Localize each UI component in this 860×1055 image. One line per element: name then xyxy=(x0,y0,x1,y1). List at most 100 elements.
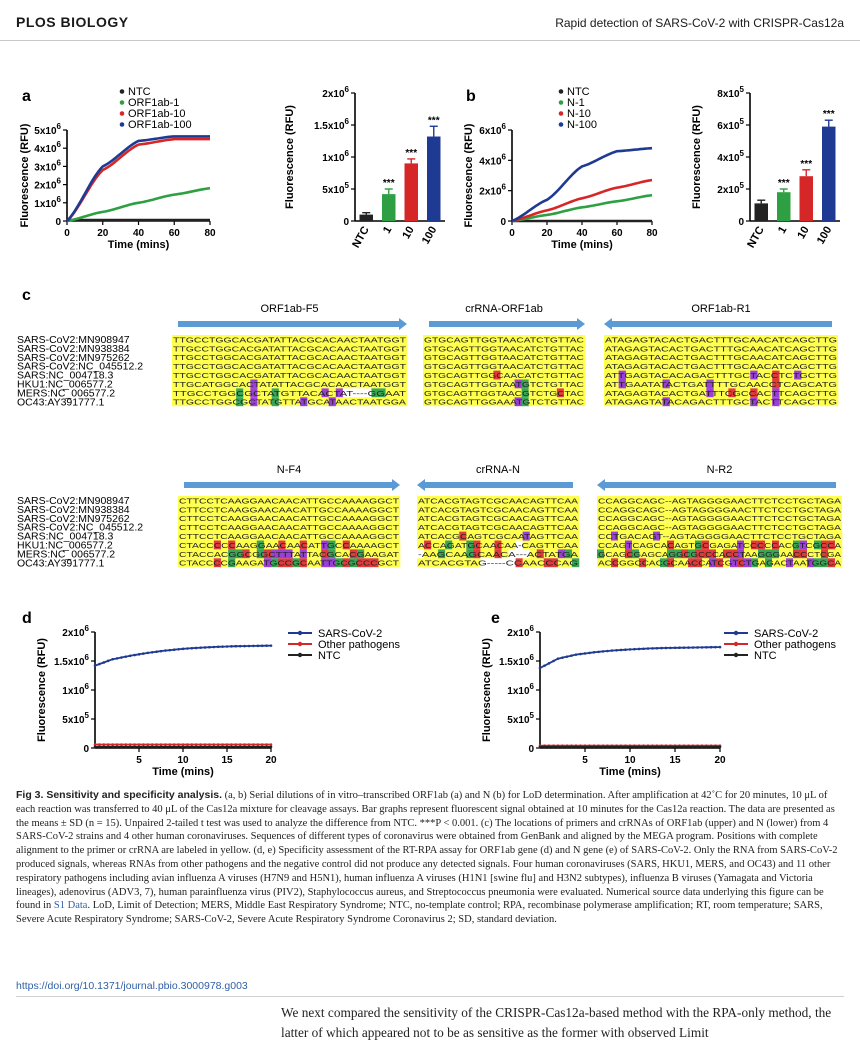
base-cell xyxy=(794,397,802,407)
y-tick-label: 1.5x106 xyxy=(499,653,535,668)
base-cell xyxy=(716,549,724,559)
chart-b-line: 0 2x106 4x106 6x106 0 20 40 60 80 Time (mins) Fluo… xyxy=(463,86,658,251)
base-cell xyxy=(385,540,394,550)
base-cell xyxy=(459,531,467,541)
base-cell xyxy=(735,379,744,389)
series-point xyxy=(106,745,110,749)
base-cell xyxy=(451,397,459,407)
series-point xyxy=(238,644,242,648)
base-cell xyxy=(342,558,351,568)
series-point xyxy=(230,645,233,648)
base-cell xyxy=(772,388,780,398)
base-cell xyxy=(250,388,258,398)
base-cell xyxy=(801,379,810,389)
base-cell xyxy=(242,540,250,550)
base-cell xyxy=(633,388,641,398)
series-point xyxy=(574,653,578,656)
base-cell xyxy=(342,397,351,407)
base-cell xyxy=(473,549,481,559)
base-cell xyxy=(371,540,379,550)
base-cell xyxy=(472,370,480,380)
base-cell xyxy=(807,531,815,541)
base-cell xyxy=(438,531,446,541)
significance-mark: *** xyxy=(428,115,440,126)
base-cell xyxy=(271,558,279,568)
series-point xyxy=(637,745,641,749)
series-point xyxy=(565,745,569,749)
base-cell xyxy=(431,558,439,568)
base-cell xyxy=(487,540,495,550)
base-cell xyxy=(501,540,509,550)
series-point xyxy=(705,745,708,749)
series-point xyxy=(556,657,560,660)
base-cell xyxy=(625,558,633,568)
sequence: ATAGAGTACACTGACTTTGCAACATCAGCTTG xyxy=(605,344,837,353)
sequence-highlight xyxy=(597,504,842,514)
base-cell xyxy=(306,549,315,559)
base-cell xyxy=(669,370,678,380)
base-cell xyxy=(821,549,829,559)
base-cell xyxy=(472,379,480,389)
base-cell xyxy=(271,549,279,559)
base-cell xyxy=(378,540,386,550)
base-cell xyxy=(674,558,682,568)
doi-link[interactable]: https://doi.org/10.1371/journal.pbio.300… xyxy=(16,980,248,992)
x-tick-label: NTC xyxy=(350,224,372,250)
base-cell xyxy=(640,397,649,407)
base-cell xyxy=(321,549,329,559)
primer-label: crRNA-ORF1ab xyxy=(465,303,543,315)
x-axis-label: Time (mins) xyxy=(152,766,214,778)
base-cell xyxy=(793,540,801,550)
strain-label: SARS-CoV2:MN975262 xyxy=(17,513,130,525)
base-cell xyxy=(521,388,529,398)
base-cell xyxy=(378,558,386,568)
base-cell xyxy=(772,558,780,568)
sequence: TTGCCTGGCACGATATTACGCACAACTAATGGT xyxy=(173,344,407,353)
base-cell xyxy=(328,540,336,550)
base-cell xyxy=(816,388,824,398)
base-cell xyxy=(328,388,337,398)
base-cell xyxy=(342,540,351,550)
y-tick-label: 5x106 xyxy=(34,122,61,137)
base-cell xyxy=(235,549,243,559)
series-point xyxy=(194,745,198,749)
base-cell xyxy=(677,397,685,407)
base-cell xyxy=(452,558,460,568)
base-cell xyxy=(823,379,831,389)
base-cell xyxy=(794,370,802,380)
series-point xyxy=(597,650,600,654)
base-cell xyxy=(721,388,729,398)
base-cell xyxy=(256,540,265,550)
s1-data-link[interactable]: S1 Data xyxy=(53,900,88,912)
base-cell xyxy=(192,549,200,559)
series-point xyxy=(543,664,546,667)
base-cell xyxy=(801,370,810,380)
series-point xyxy=(615,648,618,652)
base-cell xyxy=(186,388,194,398)
sequence: CTACCCCCAAGGAACAACATTGCCAAAAGCT xyxy=(179,541,400,550)
legend-marker-dot xyxy=(297,652,303,658)
chart-e-line: 0 5x105 1x106 1.5x106 2x106 5 10 15 20 Time (mins… xyxy=(481,624,836,778)
base-cell xyxy=(713,397,722,407)
base-cell xyxy=(730,558,738,568)
base-cell xyxy=(243,379,251,389)
x-tick-label: 5 xyxy=(582,755,588,766)
series-point xyxy=(610,649,614,652)
sequence-highlight xyxy=(423,335,585,344)
legend-entry: ORF1ab-1 xyxy=(128,97,179,109)
base-cell xyxy=(328,379,337,389)
base-cell xyxy=(465,379,473,389)
base-cell xyxy=(750,370,758,380)
base-cell xyxy=(721,397,729,407)
base-cell xyxy=(486,397,494,407)
legend-marker xyxy=(558,122,564,127)
legend-entry: SARS-CoV-2 xyxy=(754,628,818,640)
series-point xyxy=(646,745,650,749)
sequence: TTGCCTGGCGCTATGTTATGCATAACTAATGGA xyxy=(173,398,406,407)
base-cell xyxy=(536,558,545,568)
base-cell xyxy=(278,549,286,559)
base-cell xyxy=(570,388,579,398)
base-cell xyxy=(677,370,685,380)
base-cell xyxy=(459,540,467,550)
base-cell xyxy=(444,388,452,398)
